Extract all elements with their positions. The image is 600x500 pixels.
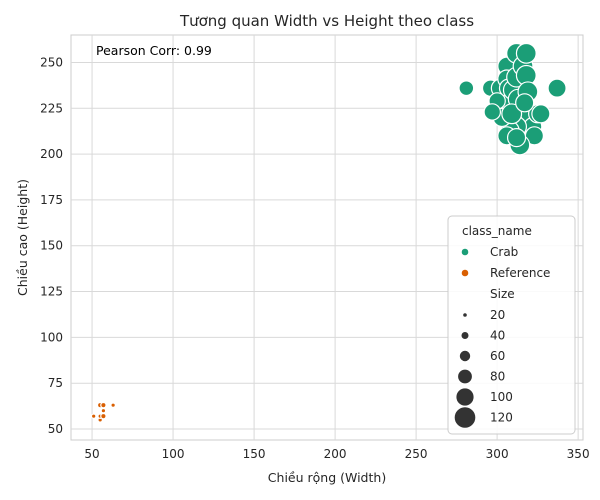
data-point-reference: [100, 407, 107, 414]
x-tick-label: 350: [567, 447, 590, 461]
data-point-reference: [90, 413, 97, 419]
y-tick-label: 100: [40, 330, 63, 344]
x-tick-label: 50: [84, 447, 99, 461]
data-point-crab: [531, 104, 551, 124]
legend-size-title: Size: [490, 287, 515, 301]
legend-label-crab: Crab: [490, 245, 518, 259]
data-point-crab: [515, 93, 535, 113]
y-tick-label: 175: [40, 193, 63, 207]
legend-size-label: 40: [490, 329, 505, 343]
data-point-crab: [458, 80, 475, 97]
x-axis-label: Chiều rộng (Width): [268, 470, 386, 485]
y-tick-label: 225: [40, 101, 63, 115]
y-tick-label: 125: [40, 285, 63, 299]
legend-marker-crab: [461, 248, 469, 256]
legend-size-label: 60: [490, 349, 505, 363]
data-point-reference: [100, 401, 107, 409]
y-tick-label: 150: [40, 239, 63, 253]
data-points: [90, 42, 567, 423]
chart-title: Tương quan Width vs Height theo class: [179, 12, 474, 30]
legend-box: [447, 215, 576, 435]
legend: class_name Crab Reference Size 20 40 60 80 100 12…: [447, 215, 576, 435]
x-tick-label: 200: [324, 447, 347, 461]
tick-labels: 50 100 150 200 250 300 350 50 75 100 125 150 175 200 2…: [40, 55, 589, 461]
data-point-crab: [501, 103, 523, 125]
legend-size-marker: [457, 368, 473, 385]
x-tick-label: 300: [486, 447, 509, 461]
legend-size-marker: [458, 349, 471, 362]
legend-size-label: 120: [490, 411, 513, 425]
legend-size-marker: [462, 312, 468, 318]
y-tick-label: 50: [48, 422, 63, 436]
legend-hue-title: class_name: [462, 224, 532, 238]
data-point-reference: [100, 412, 107, 420]
legend-marker-reference: [461, 269, 469, 277]
x-tick-label: 250: [405, 447, 428, 461]
data-point-crab: [506, 128, 527, 148]
legend-size-marker: [460, 331, 470, 340]
y-axis-label: Chiều cao (Height): [15, 179, 30, 296]
data-point-crab: [547, 78, 567, 98]
legend-label-reference: Reference: [490, 266, 550, 280]
data-point-reference: [110, 402, 116, 408]
x-tick-label: 100: [162, 447, 185, 461]
legend-size-label: 20: [490, 308, 505, 322]
y-tick-label: 75: [48, 376, 63, 390]
legend-size-marker: [455, 387, 475, 407]
y-tick-label: 200: [40, 147, 63, 161]
legend-size-label: 80: [490, 370, 505, 384]
legend-size-marker: [453, 406, 477, 429]
data-point-crab: [515, 42, 537, 64]
pearson-annotation: Pearson Corr: 0.99: [96, 43, 212, 58]
data-point-crab: [483, 103, 502, 121]
legend-size-label: 100: [490, 390, 513, 404]
x-tick-label: 150: [243, 447, 266, 461]
y-tick-label: 250: [40, 55, 63, 69]
